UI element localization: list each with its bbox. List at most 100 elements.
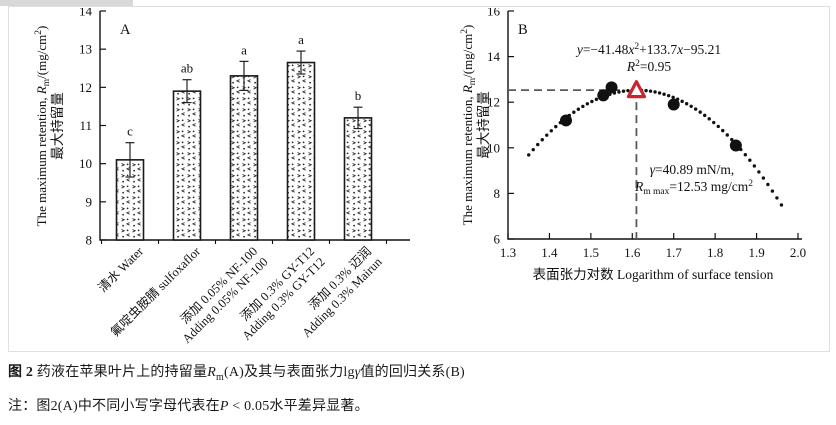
vertex-annotation-line1: γ=40.89 mN/m,	[650, 162, 735, 177]
fit-curve-dot	[779, 203, 784, 207]
y-tick-label: 14	[487, 49, 501, 64]
fit-curve-dot	[576, 107, 581, 111]
x-tick-label: 1.5	[583, 245, 599, 260]
y-tick-label: 8	[494, 186, 501, 201]
fit-curve-dot	[644, 88, 648, 93]
data-point	[560, 114, 572, 127]
data-point	[597, 89, 610, 102]
x-tick-label: 1.4	[541, 245, 558, 260]
y-tick-label: 9	[86, 194, 93, 209]
data-point	[667, 98, 680, 111]
fit-curve-dot	[703, 113, 707, 118]
x-tick-label: 1.6	[624, 245, 641, 260]
figure-caption: 图 2 药液在苹果叶片上的持留量Rm(A)及其与表面张力lgγ值的回归关系(B)	[8, 365, 465, 383]
fit-curve-dot	[545, 133, 549, 137]
x-tick-label: 2.0	[790, 245, 806, 260]
fit-curve-dot	[549, 129, 553, 133]
y-tick-label: 8	[86, 233, 93, 248]
y-tick-label: 6	[494, 232, 501, 247]
x-tick-label: 1.8	[707, 245, 723, 260]
fit-curve-dot	[540, 138, 544, 142]
fit-curve-dot	[572, 110, 576, 114]
y-axis-label-cn: 最大持留量	[476, 91, 491, 159]
y-tick-label: 10	[79, 156, 92, 171]
category-label: 清水 Water	[95, 244, 146, 295]
data-point	[605, 81, 618, 94]
fit-curve-dot	[590, 99, 594, 104]
x-tick-label: 1.9	[748, 245, 764, 260]
fit-curve-dot	[536, 142, 540, 147]
bar	[343, 117, 373, 241]
fit-curve-dot	[653, 90, 657, 94]
panel-b-scatter-chart: 6 8 10 12 14 16 1.3 1.4 1.5 1.6 1.7 1.8 1.9 2.0 表面张力对数…	[460, 8, 806, 282]
fit-curve-dot	[581, 104, 585, 109]
fit-curve-dot	[775, 196, 779, 200]
fit-curve-dot	[594, 97, 599, 102]
fit-curve-dot	[725, 133, 729, 137]
fit-curve-dot	[748, 158, 752, 162]
fit-curve-dot	[684, 102, 689, 106]
fit-curve-dot	[689, 104, 693, 109]
panel-label: A	[120, 22, 131, 38]
panel-label: B	[518, 22, 528, 38]
fit-curve-dot	[743, 153, 748, 157]
x-tick-label: 1.3	[500, 245, 516, 260]
r-squared-label: R2=0.95	[626, 59, 671, 74]
fit-curve-dot	[662, 92, 666, 96]
fit-curve-dot	[761, 176, 766, 180]
y-tick-label: 12	[79, 80, 92, 95]
fit-curve-dot	[757, 170, 761, 174]
fit-curve-dot	[716, 124, 720, 129]
y-tick-label: 16	[487, 8, 501, 19]
fit-curve-dot	[621, 89, 626, 93]
fit-curve-dot	[531, 147, 535, 152]
figure-caption-block: 图 2 药液在苹果叶片上的持留量Rm(A)及其与表面张力lgγ值的回归关系(B)…	[8, 356, 832, 425]
bar	[172, 90, 202, 241]
y-axis-label-en: The maximum retention, Rm/(mg/cm2)	[460, 25, 478, 226]
fit-curve-dot	[680, 99, 684, 104]
fit-curve-dot	[657, 91, 662, 95]
vertex-annotation-line2: Rm max=12.53 mg/cm2	[634, 179, 753, 197]
y-tick-label: 13	[79, 42, 92, 57]
fit-curve-dot	[752, 164, 757, 168]
fit-curve-dot	[693, 107, 698, 111]
fit-curve-dot	[666, 93, 671, 98]
fit-curve-dot	[730, 137, 734, 142]
fit-curve-dot	[766, 182, 770, 187]
x-tick-label: 1.7	[666, 245, 683, 260]
y-tick-label: 12	[487, 95, 500, 110]
y-tick-label: 11	[79, 118, 92, 133]
figure-panel-container: 8 9 10 11 12 13 14 c ab a a b 清水 Water 氟啶虫胺腈 sulfoxaf…	[8, 6, 830, 352]
sig-letter: a	[241, 42, 247, 57]
vertex-marker	[626, 80, 647, 99]
bar	[286, 61, 316, 241]
y-axis-label-en: The maximum retention, Rm/(mg/cm2)	[34, 26, 52, 227]
fit-curve-dot	[712, 120, 716, 125]
y-tick-label: 10	[487, 140, 500, 155]
fit-curve-dot	[527, 153, 531, 157]
figure-note: 注：图2(A)中不同小写字母代表在P < 0.05水平差异显著。	[8, 398, 369, 414]
fit-curve-dot	[648, 89, 653, 93]
y-axis-label-cn: 最大持留量	[50, 92, 65, 160]
bar	[229, 75, 259, 241]
fit-curve-dot	[626, 88, 630, 93]
fit-curve-dot	[554, 124, 558, 129]
scan-artifact-strip	[0, 0, 133, 6]
fit-curve-dot	[585, 102, 590, 106]
fit-curve-dot	[770, 189, 775, 193]
sig-letter: c	[127, 124, 133, 139]
fit-curve-dot	[707, 117, 711, 121]
fit-curve-dot	[671, 95, 675, 100]
sig-letter: ab	[181, 61, 193, 76]
data-point	[729, 139, 742, 152]
sig-letter: b	[355, 88, 362, 103]
fit-curve-dot	[617, 90, 621, 94]
sig-letter: a	[298, 32, 304, 47]
fit-curve-dot	[721, 128, 725, 133]
fit-curve-dot	[698, 110, 702, 114]
y-tick-label: 14	[79, 8, 93, 19]
x-axis-label: 表面张力对数 Logarithm of surface tension	[533, 267, 774, 282]
equation-label: y=−41.48x2+133.7x−95.21	[575, 42, 721, 57]
